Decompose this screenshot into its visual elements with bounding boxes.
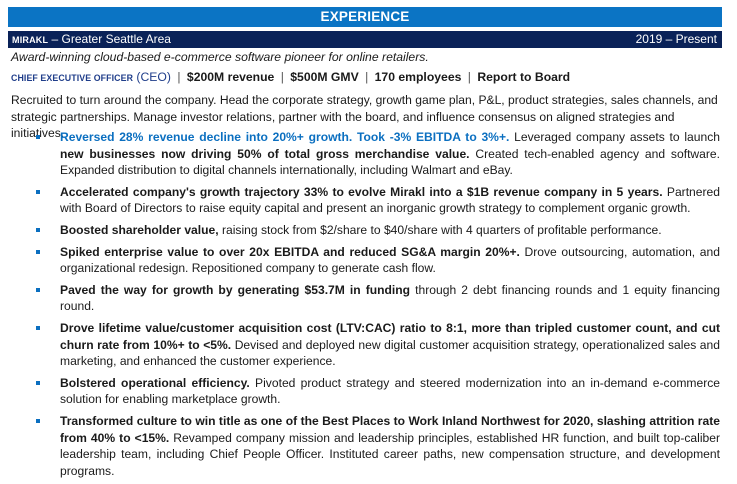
company-header: MIRAKL – Greater Seattle Area 2019 – Pre… [8, 31, 722, 48]
bullet-square-icon [36, 227, 40, 232]
role-line: CHIEF EXECUTIVE OFFICER (CEO) | $200M re… [11, 70, 570, 84]
achievement-list: Reversed 28% revenue decline into 20%+ g… [8, 129, 720, 484]
stat-gmv: $500M GMV [290, 70, 359, 84]
achievement-item: Drove lifetime value/customer acquisitio… [8, 320, 720, 370]
separator: | [365, 70, 369, 84]
bullet-square-icon [36, 380, 40, 385]
bullet-square-icon [36, 287, 40, 292]
bold-text: Boosted shareholder value, [60, 222, 219, 237]
separator: | [177, 70, 181, 84]
bold-text: Paved the way for growth by generating $… [60, 282, 411, 297]
highlight-text: Reversed 28% revenue decline into 20%+ g… [60, 130, 510, 144]
bullet-square-icon [36, 135, 40, 139]
body-text: Leveraged company assets to launch [509, 130, 720, 144]
role-abbreviation: (CEO) [133, 70, 171, 84]
achievement-item: Transformed culture to win title as one … [8, 413, 720, 479]
achievement-item: Bolstered operational efficiency. Pivote… [8, 375, 720, 408]
achievement-item: Reversed 28% revenue decline into 20%+ g… [8, 129, 720, 179]
separator: | [280, 70, 284, 84]
body-text: raising stock from $2/share to $40/share… [218, 222, 662, 237]
achievement-item: Boosted shareholder value, raising stock… [8, 222, 720, 239]
bold-text: Spiked enterprise value to over 20x EBIT… [60, 244, 520, 259]
stat-revenue: $200M revenue [186, 70, 275, 84]
stat-reporting: Report to Board [477, 70, 571, 84]
separator: | [467, 70, 471, 84]
location-separator: – [48, 32, 62, 46]
achievement-item: Spiked enterprise value to over 20x EBIT… [8, 244, 720, 277]
stat-employees: 170 employees [374, 70, 462, 84]
bullet-square-icon [36, 189, 40, 194]
employment-dates: 2019 – Present [635, 32, 717, 46]
bold-text: Bolstered operational efficiency. [60, 375, 250, 390]
bold-text: Accelerated company's growth trajectory … [60, 184, 663, 199]
bullet-square-icon [36, 249, 40, 254]
body-text: Partnered with Board of Directors to rai… [60, 184, 720, 216]
section-header: EXPERIENCE [8, 7, 722, 27]
bold-text: Transformed culture to win title as one … [60, 413, 720, 445]
bold-text: Drove lifetime value/customer acquisitio… [60, 320, 720, 352]
achievement-item: Accelerated company's growth trajectory … [8, 184, 720, 217]
bullet-square-icon [36, 418, 40, 423]
body-text: Drove outsourcing, automation, and organ… [60, 244, 720, 276]
company-location: Greater Seattle Area [61, 32, 171, 46]
company-tagline: Award-winning cloud-based e-commerce sof… [11, 50, 429, 64]
bold-text: new businesses now driving 50% of total … [60, 146, 470, 161]
body-text: Created tech-enabled agency and software… [60, 146, 720, 178]
role-title: CHIEF EXECUTIVE OFFICER [11, 73, 134, 83]
body-text: Devised and deployed new digital custome… [60, 337, 720, 369]
role-summary: Recruited to turn around the company. He… [11, 93, 718, 140]
body-text: Pivoted product strategy and steered mod… [60, 375, 721, 407]
body-text: through 2 debt financing rounds and 1 eq… [60, 282, 721, 314]
achievement-item: Paved the way for growth by generating $… [8, 282, 720, 315]
company-name: MIRAKL [12, 35, 49, 45]
bullet-square-icon [36, 325, 40, 330]
company-info: MIRAKL – Greater Seattle Area [12, 31, 171, 49]
